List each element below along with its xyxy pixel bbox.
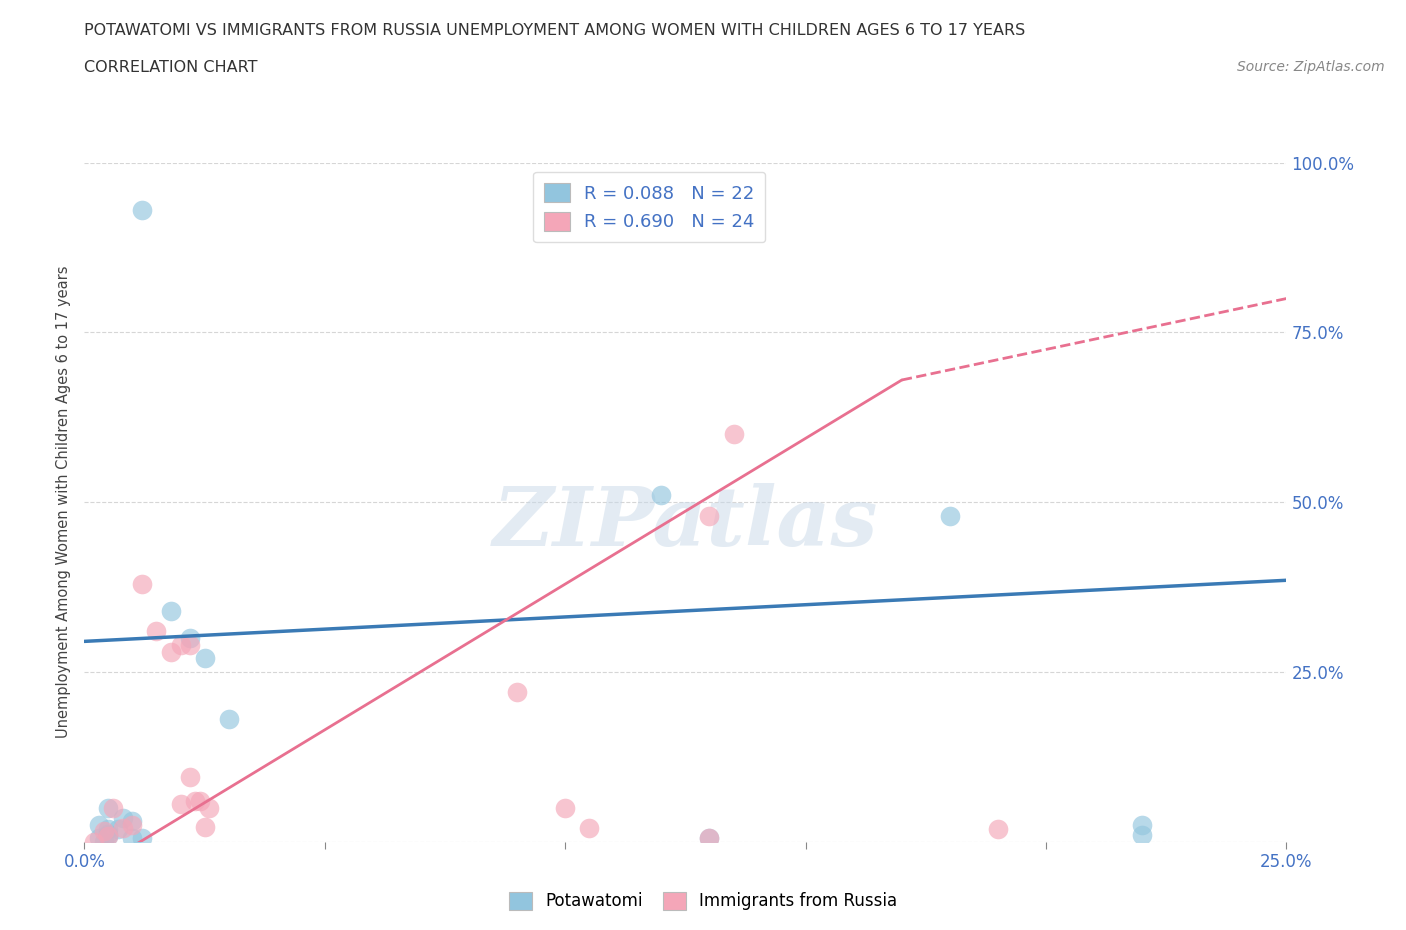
Point bbox=[939, 509, 962, 524]
Point bbox=[97, 829, 120, 844]
Point bbox=[160, 604, 183, 618]
Point bbox=[1130, 817, 1153, 832]
Point bbox=[103, 800, 125, 815]
Text: CORRELATION CHART: CORRELATION CHART bbox=[84, 60, 257, 75]
Point bbox=[145, 624, 167, 639]
Point bbox=[97, 829, 120, 844]
Point bbox=[179, 770, 201, 785]
Point bbox=[83, 834, 105, 849]
Point bbox=[131, 830, 153, 845]
Point bbox=[184, 793, 207, 808]
Text: ZIPatlas: ZIPatlas bbox=[492, 483, 879, 563]
Point bbox=[131, 203, 153, 218]
Point bbox=[97, 822, 120, 837]
Point bbox=[699, 509, 721, 524]
Point bbox=[131, 577, 153, 591]
Y-axis label: Unemployment Among Women with Children Ages 6 to 17 years: Unemployment Among Women with Children A… bbox=[56, 266, 72, 738]
Point bbox=[506, 684, 529, 699]
Point bbox=[723, 427, 745, 442]
Point bbox=[699, 830, 721, 845]
Point bbox=[650, 488, 672, 503]
Point bbox=[169, 637, 191, 652]
Point bbox=[699, 830, 721, 845]
Point bbox=[554, 800, 576, 815]
Point bbox=[87, 830, 110, 845]
Point bbox=[1130, 828, 1153, 843]
Point bbox=[188, 793, 211, 808]
Point bbox=[218, 712, 240, 727]
Text: Source: ZipAtlas.com: Source: ZipAtlas.com bbox=[1237, 60, 1385, 74]
Legend: R = 0.088   N = 22, R = 0.690   N = 24: R = 0.088 N = 22, R = 0.690 N = 24 bbox=[533, 172, 765, 242]
Point bbox=[198, 800, 221, 815]
Point bbox=[111, 810, 134, 825]
Point bbox=[160, 644, 183, 659]
Point bbox=[111, 820, 134, 835]
Point bbox=[121, 830, 143, 845]
Point bbox=[107, 822, 129, 837]
Point bbox=[93, 824, 115, 839]
Point bbox=[97, 800, 120, 815]
Point bbox=[93, 834, 115, 849]
Point bbox=[121, 817, 143, 832]
Point bbox=[97, 826, 120, 841]
Point bbox=[179, 631, 201, 645]
Point bbox=[179, 637, 201, 652]
Point bbox=[194, 819, 217, 834]
Point bbox=[987, 822, 1010, 837]
Legend: Potawatomi, Immigrants from Russia: Potawatomi, Immigrants from Russia bbox=[502, 885, 904, 917]
Point bbox=[169, 797, 191, 812]
Point bbox=[121, 814, 143, 829]
Point bbox=[87, 817, 110, 832]
Point bbox=[194, 651, 217, 666]
Point bbox=[578, 820, 600, 835]
Text: POTAWATOMI VS IMMIGRANTS FROM RUSSIA UNEMPLOYMENT AMONG WOMEN WITH CHILDREN AGES: POTAWATOMI VS IMMIGRANTS FROM RUSSIA UNE… bbox=[84, 23, 1025, 38]
